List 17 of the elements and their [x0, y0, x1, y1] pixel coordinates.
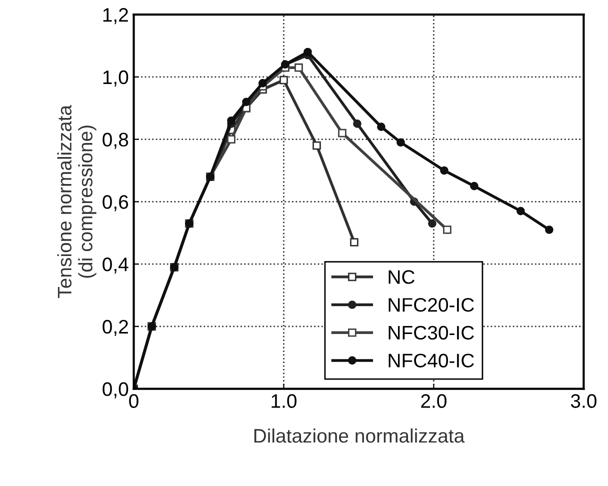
x-axis-title: Dilatazione normalizzata	[254, 428, 465, 443]
y-tick-label: 0,2	[102, 320, 128, 336]
legend-label: NC	[388, 270, 415, 284]
y-tick-label: 0,0	[102, 382, 128, 398]
y-tick-label: 0,4	[102, 258, 128, 274]
x-tick-label: 3.0	[570, 394, 596, 408]
x-tick-label: 0	[129, 394, 138, 408]
y-axis-title: Tensione normalizzata (di compressione)	[57, 104, 96, 298]
legend-label: NFC30-IC	[388, 326, 474, 340]
y-tick-label: 1,2	[103, 8, 128, 24]
y-tick-label: 0,8	[102, 132, 128, 149]
legend-label: NFC20-IC	[388, 298, 474, 312]
legend-label: NFC40-IC	[388, 354, 474, 368]
x-tick-label: 1.0	[272, 394, 296, 408]
x-tick-label: 2.0	[421, 394, 446, 408]
y-tick-label: 0,6	[102, 195, 128, 212]
y-tick-label: 1,0	[103, 70, 128, 86]
